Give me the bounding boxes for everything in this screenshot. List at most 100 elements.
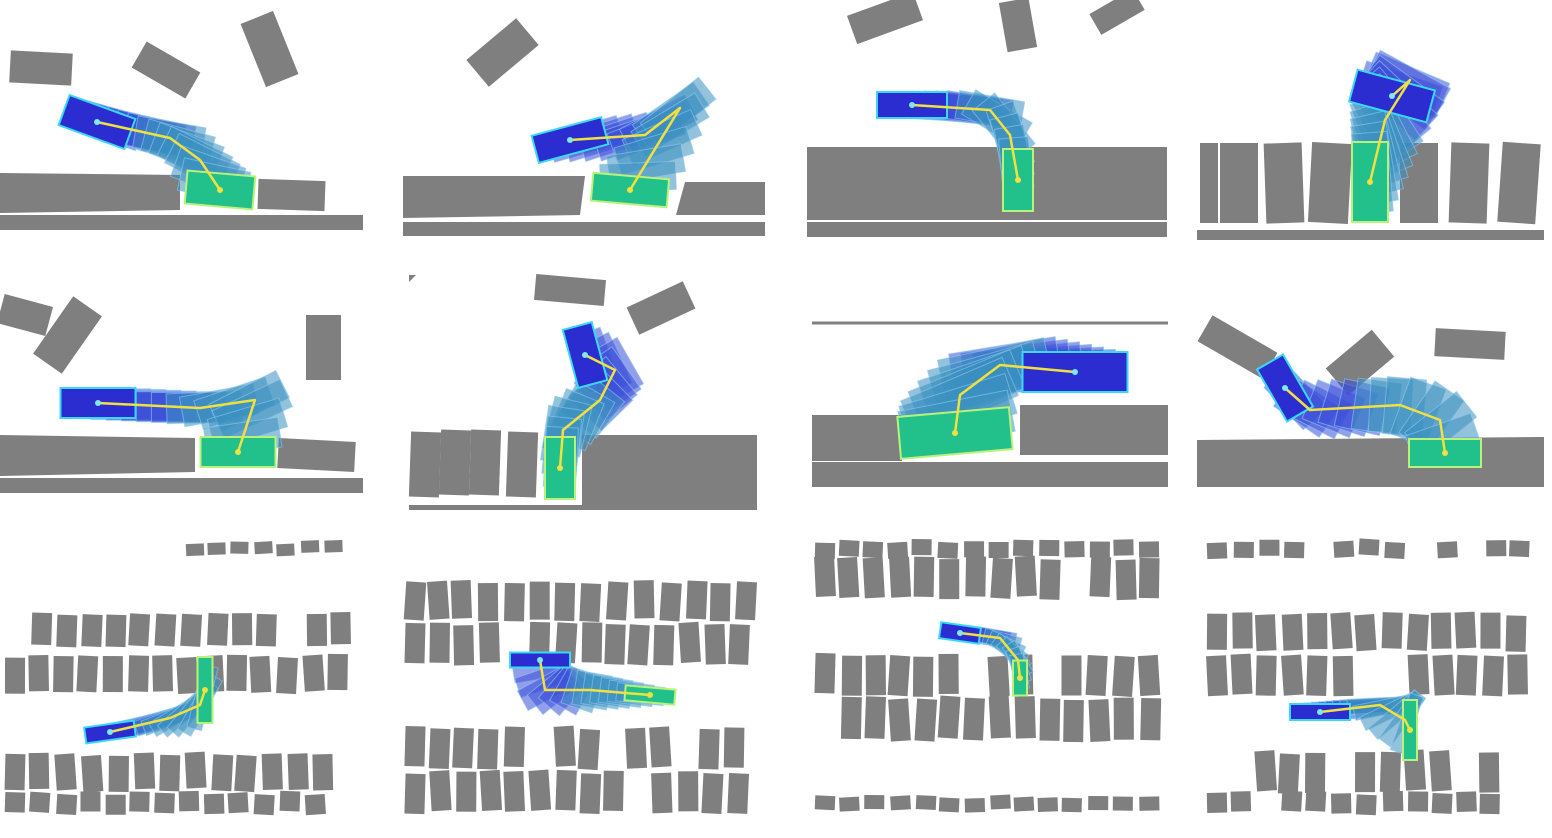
obstacle bbox=[990, 557, 1013, 599]
path-end bbox=[1407, 727, 1413, 733]
obstacle bbox=[651, 772, 673, 814]
obstacle bbox=[184, 751, 207, 789]
obstacle bbox=[1014, 696, 1036, 739]
obstacle bbox=[1333, 540, 1355, 558]
obstacle bbox=[276, 543, 295, 557]
obstacle bbox=[1039, 539, 1060, 557]
obstacle bbox=[1039, 559, 1061, 600]
obstacle bbox=[1436, 541, 1458, 559]
obstacle bbox=[604, 624, 626, 665]
obstacle bbox=[257, 178, 326, 212]
obstacle bbox=[479, 769, 503, 812]
obstacle bbox=[180, 613, 203, 647]
obstacle bbox=[1115, 559, 1137, 601]
obstacle bbox=[1197, 315, 1278, 379]
obstacle bbox=[505, 431, 539, 498]
goal-pose bbox=[199, 436, 277, 468]
obstacle bbox=[912, 656, 934, 697]
obstacle bbox=[887, 654, 911, 697]
obstacle bbox=[1382, 790, 1404, 812]
obstacle bbox=[1507, 654, 1528, 695]
obstacle bbox=[1089, 0, 1145, 35]
obstacle bbox=[1456, 791, 1477, 813]
obstacle bbox=[102, 656, 123, 693]
path-end bbox=[1015, 177, 1021, 183]
obstacle bbox=[240, 10, 299, 88]
obstacle bbox=[327, 653, 348, 691]
obstacle bbox=[1354, 614, 1377, 652]
obstacle bbox=[438, 429, 472, 496]
obstacle bbox=[579, 773, 602, 815]
obstacle bbox=[1255, 655, 1277, 696]
obstacle bbox=[1089, 556, 1112, 598]
obstacle bbox=[477, 728, 499, 770]
obstacle bbox=[1206, 792, 1228, 813]
obstacle bbox=[133, 752, 156, 790]
obstacle bbox=[807, 222, 1167, 237]
obstacle bbox=[911, 538, 932, 556]
obstacle bbox=[1039, 698, 1061, 741]
obstacle bbox=[938, 797, 960, 813]
obstacle bbox=[1112, 655, 1135, 697]
path-start bbox=[909, 102, 915, 108]
obstacle bbox=[1113, 697, 1134, 740]
obstacle bbox=[1497, 141, 1541, 225]
obstacle bbox=[154, 613, 177, 647]
path-line bbox=[953, 363, 1076, 434]
obstacle bbox=[625, 727, 648, 769]
obstacle bbox=[1482, 655, 1504, 697]
path-start bbox=[567, 137, 573, 143]
obstacle bbox=[939, 559, 960, 600]
obstacle bbox=[1325, 329, 1395, 396]
obstacle bbox=[234, 754, 257, 793]
obstacle bbox=[1305, 752, 1326, 794]
obstacle bbox=[1206, 613, 1228, 650]
obstacle bbox=[53, 655, 74, 693]
obstacle bbox=[964, 541, 985, 558]
obstacle bbox=[1407, 654, 1430, 696]
obstacle bbox=[403, 176, 585, 218]
obstacle bbox=[1232, 612, 1253, 649]
obstacle bbox=[723, 727, 745, 768]
obstacle bbox=[28, 752, 50, 790]
obstacle bbox=[105, 614, 127, 648]
obstacle bbox=[452, 727, 474, 769]
obstacle bbox=[988, 695, 1011, 739]
obstacle bbox=[1432, 654, 1455, 696]
obstacle bbox=[1381, 612, 1403, 649]
path-line bbox=[109, 689, 207, 734]
path-line bbox=[569, 106, 682, 191]
obstacle bbox=[626, 281, 696, 335]
path-start bbox=[1072, 369, 1078, 375]
obstacle bbox=[814, 556, 836, 597]
path-start bbox=[582, 352, 588, 358]
obstacle bbox=[428, 728, 451, 770]
obstacle bbox=[963, 697, 985, 741]
obstacle bbox=[1137, 654, 1161, 697]
obstacle bbox=[159, 754, 181, 792]
obstacle bbox=[1358, 538, 1380, 556]
obstacle bbox=[577, 728, 601, 771]
obstacle bbox=[1431, 792, 1453, 814]
obstacle bbox=[846, 0, 924, 45]
obstacle bbox=[1281, 613, 1304, 651]
obstacle bbox=[841, 655, 863, 696]
obstacle bbox=[678, 621, 701, 663]
obstacle bbox=[81, 755, 104, 793]
obstacle bbox=[887, 541, 909, 559]
obstacle bbox=[812, 415, 902, 461]
path-end bbox=[235, 449, 241, 455]
obstacle bbox=[1332, 655, 1354, 697]
obstacle bbox=[54, 753, 77, 791]
obstacle bbox=[1355, 752, 1376, 793]
obstacle bbox=[409, 505, 757, 510]
obstacle bbox=[503, 726, 525, 768]
obstacle bbox=[176, 656, 199, 695]
obstacle bbox=[728, 624, 750, 665]
obstacle bbox=[302, 654, 325, 692]
obstacle bbox=[888, 698, 911, 742]
obstacle bbox=[227, 792, 249, 814]
obstacle bbox=[304, 793, 326, 816]
obstacle bbox=[1088, 699, 1111, 743]
obstacle bbox=[529, 581, 550, 620]
